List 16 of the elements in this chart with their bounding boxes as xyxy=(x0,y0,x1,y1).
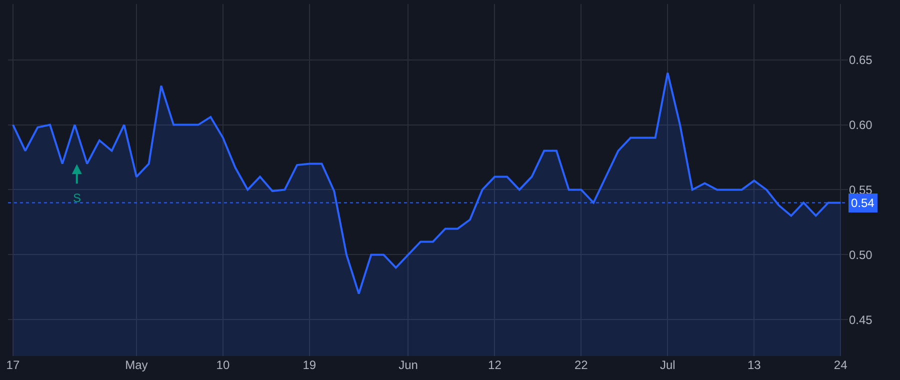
x-tick-label: 17 xyxy=(6,358,20,372)
x-tick-label: 13 xyxy=(747,358,762,372)
annotation: S xyxy=(73,191,82,205)
x-tick-label: 10 xyxy=(216,358,230,372)
x-tick-label: Jun xyxy=(398,358,418,372)
y-tick-label: 0.65 xyxy=(849,53,873,68)
x-tick-label: 19 xyxy=(302,358,316,372)
x-tick-label: 24 xyxy=(834,358,848,372)
ref-line-label: 0.54 xyxy=(851,196,875,210)
x-tick-label: May xyxy=(125,358,148,372)
x-tick-label: 12 xyxy=(488,358,502,372)
x-tick-label: 22 xyxy=(574,358,588,372)
x-tick-label: Jul xyxy=(660,358,676,372)
y-tick-label: 0.60 xyxy=(849,118,873,132)
y-tick-label: 0.45 xyxy=(849,312,873,327)
y-tick-label: 0.50 xyxy=(849,248,873,262)
